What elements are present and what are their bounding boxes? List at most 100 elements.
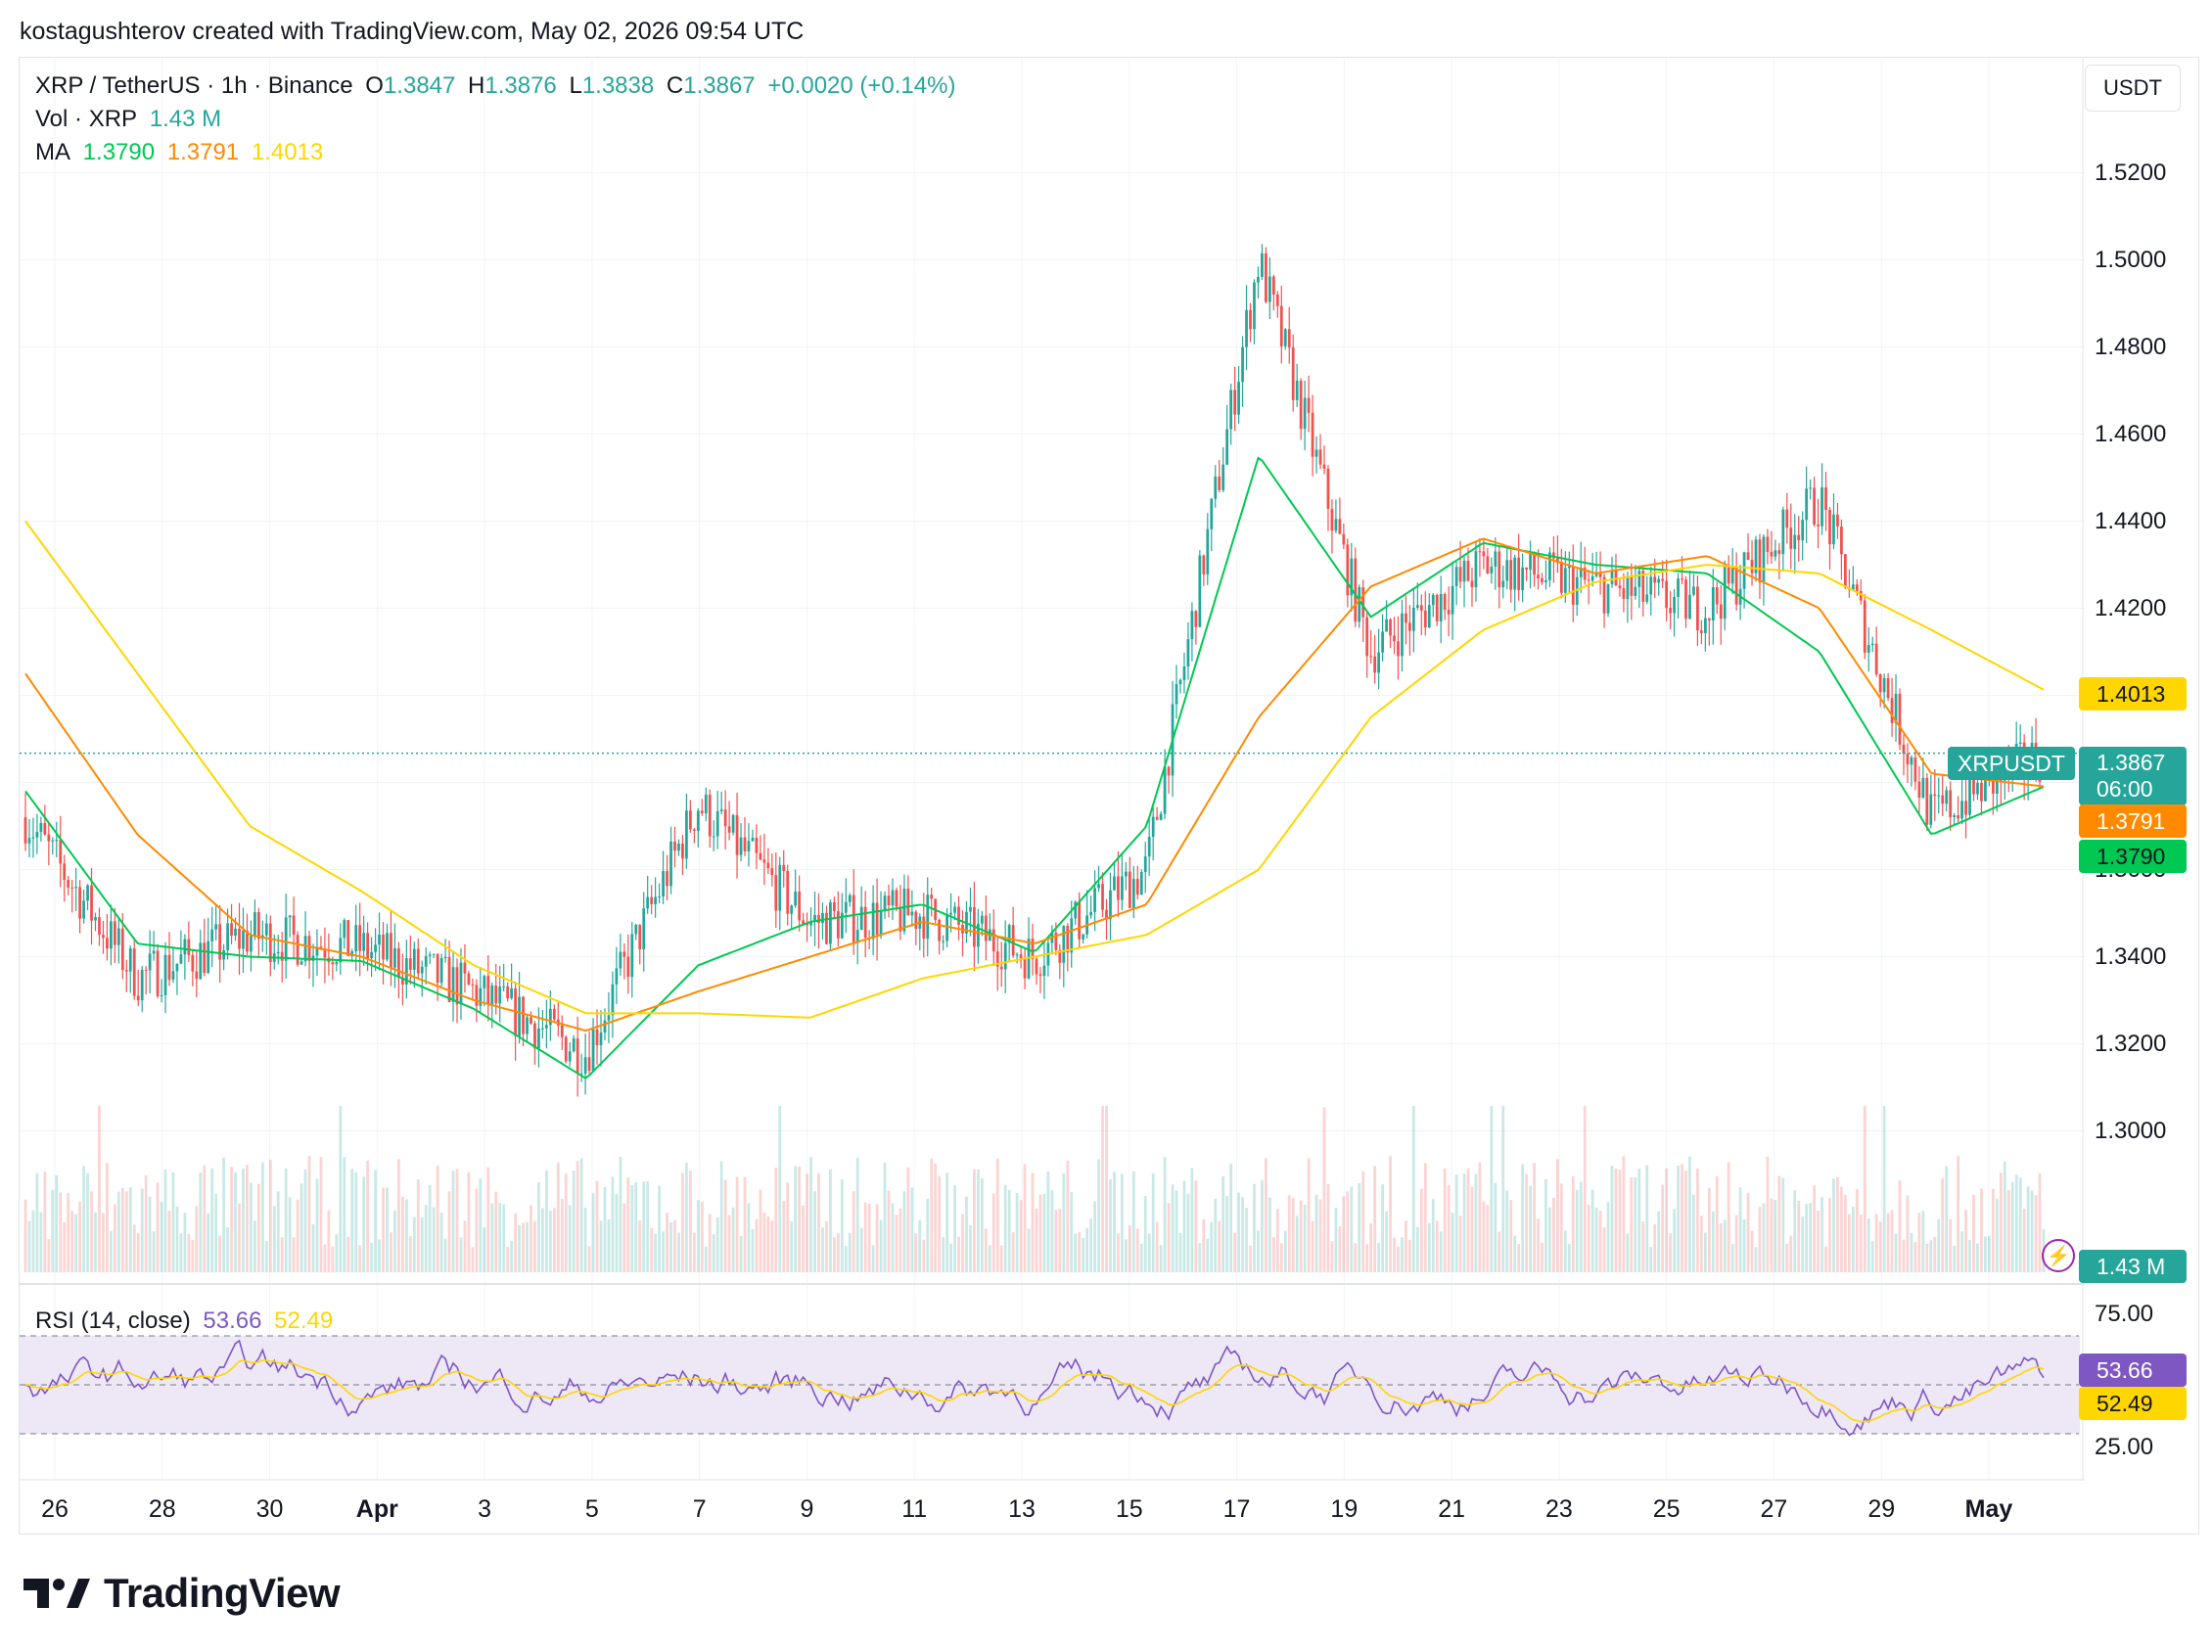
candle-body bbox=[1498, 551, 1501, 588]
candle-body bbox=[1271, 276, 1275, 295]
volume-bar bbox=[957, 1236, 960, 1272]
candle-body bbox=[1917, 781, 1921, 799]
candle-body bbox=[187, 939, 191, 955]
candle-body bbox=[1326, 468, 1330, 509]
volume-bar bbox=[1785, 1243, 1789, 1272]
symbol-title[interactable]: XRP / TetherUS · 1h · Binance bbox=[35, 72, 353, 99]
volume-bar bbox=[94, 1212, 97, 1272]
volume-bar bbox=[1859, 1214, 1863, 1272]
candle-body bbox=[930, 895, 934, 899]
candle-body bbox=[366, 933, 370, 959]
date-tick-label: 13 bbox=[1008, 1495, 1036, 1523]
candle-body bbox=[560, 1025, 564, 1037]
volume-bar bbox=[809, 1157, 812, 1272]
volume-bar bbox=[1894, 1233, 1898, 1272]
candle-body bbox=[1015, 954, 1019, 956]
price-tick-label: 1.3400 bbox=[2095, 942, 2167, 970]
volume-bar bbox=[1614, 1168, 1618, 1272]
volume-bar bbox=[179, 1233, 183, 1272]
volume-bar bbox=[1730, 1244, 1734, 1272]
candle-body bbox=[634, 924, 638, 935]
volume-bar bbox=[1275, 1209, 1279, 1272]
candle-body bbox=[715, 811, 719, 837]
candle-body bbox=[1711, 587, 1715, 620]
candle-body bbox=[739, 837, 743, 855]
volume-bar bbox=[1937, 1218, 1941, 1272]
candle-body bbox=[1443, 593, 1447, 611]
candle-body bbox=[1466, 560, 1470, 581]
candle-body bbox=[1423, 610, 1427, 628]
volume-bar bbox=[918, 1219, 922, 1272]
candle-body bbox=[630, 934, 634, 978]
volume-bar bbox=[74, 1214, 78, 1272]
candle-body bbox=[1681, 578, 1683, 580]
candle-body bbox=[98, 917, 101, 936]
volume-bar bbox=[246, 1165, 249, 1272]
candle-body bbox=[1579, 567, 1583, 577]
tradingview-logo[interactable]: TradingView bbox=[23, 1570, 341, 1617]
volume-bar bbox=[1167, 1203, 1171, 1272]
volume-bar bbox=[867, 1203, 871, 1272]
candle-body bbox=[1688, 594, 1691, 620]
volume-bar bbox=[587, 1246, 591, 1272]
candle-body bbox=[895, 890, 899, 907]
candle-body bbox=[522, 996, 525, 1034]
candle-body bbox=[673, 841, 676, 851]
volume-bar bbox=[704, 1246, 708, 1272]
volume-bar bbox=[541, 1208, 544, 1272]
price-tick-label: 1.4600 bbox=[2095, 420, 2167, 447]
volume-bar bbox=[1715, 1176, 1719, 1272]
candle-body bbox=[175, 963, 179, 972]
currency-unit-button[interactable]: USDT bbox=[2085, 65, 2181, 112]
volume-bar bbox=[358, 1245, 362, 1272]
volume-bar bbox=[934, 1163, 938, 1272]
volume-bar bbox=[1338, 1226, 1342, 1272]
volume-bar bbox=[1677, 1165, 1680, 1272]
volume-bar bbox=[1435, 1220, 1439, 1272]
candle-body bbox=[1143, 856, 1147, 873]
ma-legend[interactable]: MA 1.3790 1.3791 1.4013 bbox=[35, 139, 329, 166]
candle-body bbox=[1843, 554, 1847, 588]
volume-bar bbox=[1058, 1209, 1062, 1272]
volume-bar bbox=[514, 1213, 517, 1272]
open-value: 1.3847 bbox=[383, 72, 456, 99]
candle-body bbox=[1454, 567, 1458, 586]
volume-bar bbox=[855, 1158, 859, 1272]
candle-body bbox=[564, 1036, 568, 1062]
candle-body bbox=[778, 864, 782, 911]
candle-body bbox=[1610, 570, 1614, 584]
candle-body bbox=[1093, 888, 1096, 912]
volume-bar bbox=[1513, 1235, 1517, 1272]
volume-bar bbox=[1972, 1194, 1975, 1272]
volume-bar bbox=[31, 1210, 35, 1272]
volume-bar bbox=[1976, 1243, 1979, 1272]
candle-body bbox=[1984, 770, 1987, 802]
candle-body bbox=[1645, 594, 1649, 602]
candle-body bbox=[669, 841, 672, 887]
candle-body bbox=[238, 928, 241, 949]
rsi-legend[interactable]: RSI (14, close) 53.66 52.49 bbox=[35, 1308, 339, 1335]
volume-bar bbox=[1781, 1177, 1785, 1272]
candle-body bbox=[1101, 884, 1104, 910]
volume-bar bbox=[1007, 1189, 1011, 1272]
candle-body bbox=[677, 843, 680, 851]
volume-legend[interactable]: Vol · XRP 1.43 M bbox=[35, 106, 227, 133]
candle-body bbox=[1089, 911, 1093, 916]
volume-bar bbox=[156, 1182, 160, 1272]
volume-bar bbox=[1707, 1187, 1711, 1272]
candle-body bbox=[615, 968, 619, 985]
volume-bar bbox=[23, 1199, 27, 1272]
volume-bar bbox=[1669, 1233, 1672, 1272]
volume-bar bbox=[1917, 1213, 1921, 1272]
volume-bar bbox=[1610, 1166, 1614, 1272]
volume-bar bbox=[1587, 1205, 1590, 1272]
volume-bar bbox=[995, 1158, 999, 1272]
candle-body bbox=[439, 957, 443, 984]
candle-body bbox=[471, 984, 475, 986]
volume-bar bbox=[1851, 1207, 1855, 1272]
candle-body bbox=[339, 938, 343, 963]
volume-bar bbox=[2018, 1177, 2022, 1272]
candle-body bbox=[980, 915, 984, 924]
lightning-alert-icon[interactable]: ⚡ bbox=[2042, 1239, 2075, 1272]
